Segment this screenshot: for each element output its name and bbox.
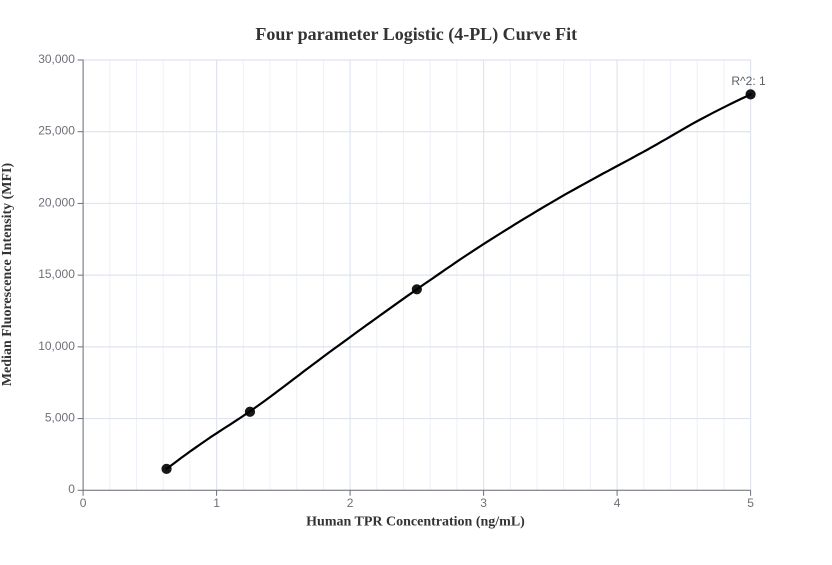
svg-text:20,000: 20,000 <box>38 195 75 209</box>
svg-text:25,000: 25,000 <box>38 124 75 138</box>
svg-text:4: 4 <box>614 496 621 510</box>
svg-text:1: 1 <box>213 496 220 510</box>
svg-text:10,000: 10,000 <box>38 339 75 353</box>
svg-text:15,000: 15,000 <box>38 267 75 281</box>
svg-text:0: 0 <box>80 496 87 510</box>
svg-text:R^2: 1: R^2: 1 <box>731 74 766 88</box>
svg-text:Four parameter Logistic (4-PL): Four parameter Logistic (4-PL) Curve Fit <box>255 24 577 45</box>
svg-text:3: 3 <box>480 496 487 510</box>
svg-text:2: 2 <box>347 496 354 510</box>
svg-text:Median Fluorescence Intensity: Median Fluorescence Intensity (MFI) <box>0 163 15 387</box>
svg-text:5: 5 <box>747 496 754 510</box>
svg-text:0: 0 <box>68 482 75 496</box>
svg-text:Human TPR Concentration (ng/mL: Human TPR Concentration (ng/mL) <box>306 515 525 530</box>
svg-text:30,000: 30,000 <box>38 52 75 66</box>
svg-text:5,000: 5,000 <box>45 410 75 424</box>
